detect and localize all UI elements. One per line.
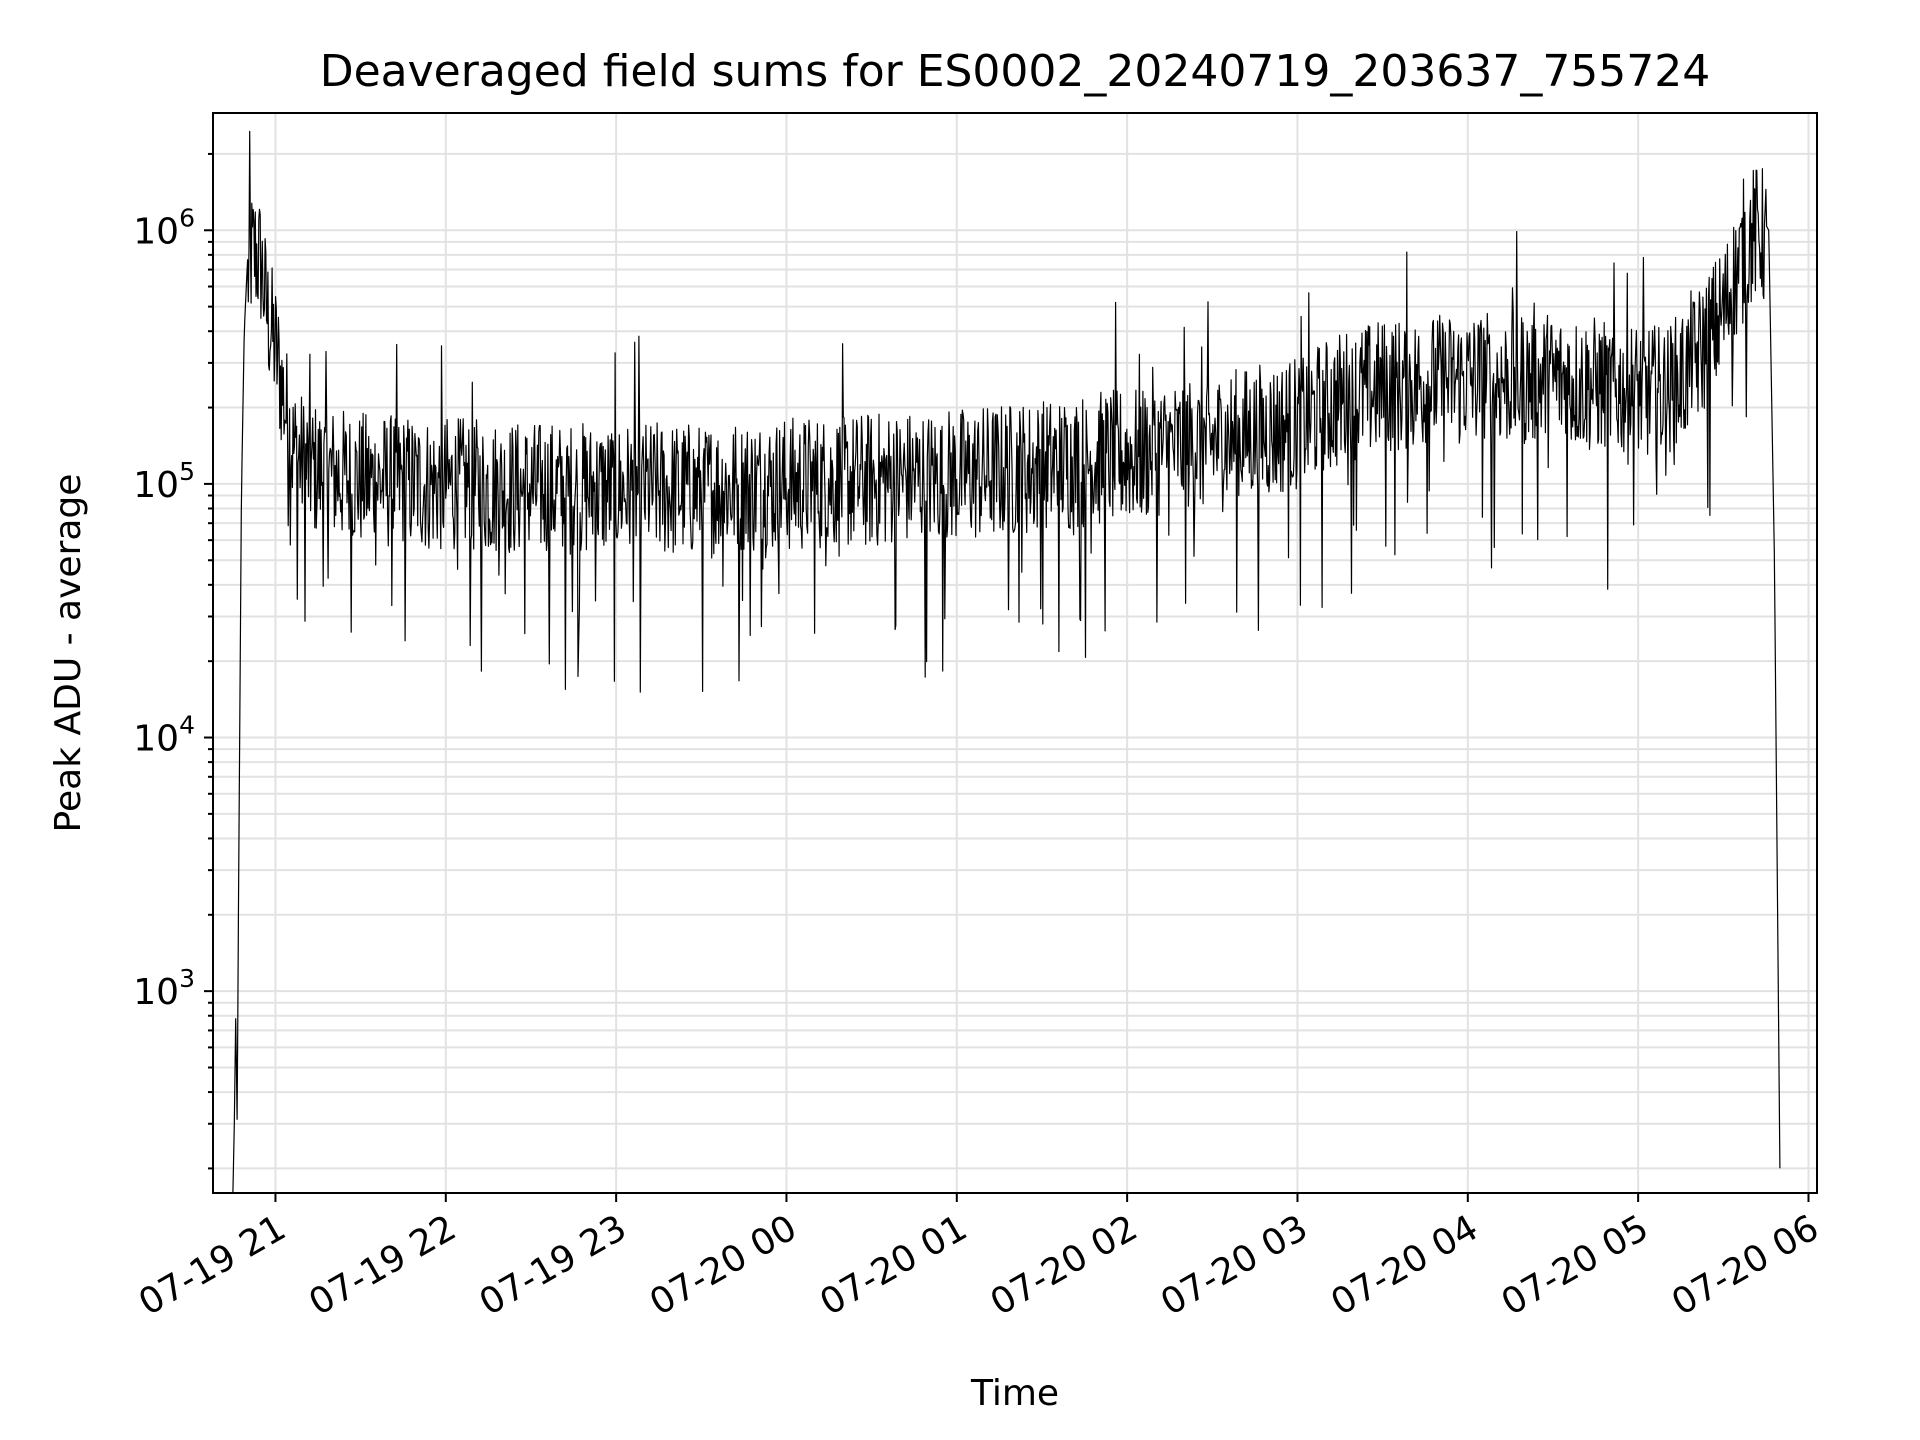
y-axis-label: Peak ADU - average — [48, 474, 89, 833]
series-layer — [232, 130, 1781, 1194]
x-axis-label: Time — [970, 1373, 1059, 1414]
y-tick-label: 104 — [133, 711, 195, 760]
grid-layer — [213, 113, 1817, 1193]
chart-title: Deaveraged field sums for ES0002_2024071… — [320, 46, 1711, 97]
y-tick-label: 103 — [133, 964, 195, 1013]
plot-frame — [212, 112, 1818, 1194]
y-tick-label: 105 — [133, 457, 195, 506]
y-tick-label: 106 — [133, 203, 195, 252]
series-line — [232, 130, 1781, 1194]
